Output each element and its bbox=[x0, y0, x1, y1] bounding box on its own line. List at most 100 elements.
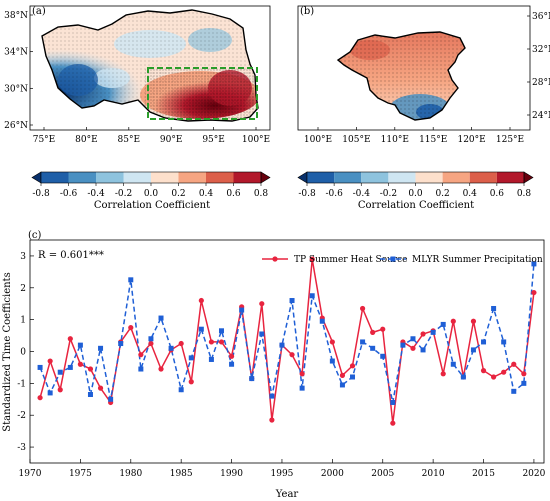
data-point bbox=[470, 347, 476, 353]
lat-tick-label: 30°N bbox=[4, 84, 28, 94]
data-point bbox=[481, 339, 487, 345]
lon-tick-label: 85°E bbox=[118, 135, 141, 145]
data-point bbox=[309, 293, 315, 299]
colorbar-extend-low bbox=[297, 171, 308, 184]
data-point bbox=[360, 339, 366, 345]
data-point bbox=[249, 376, 255, 382]
data-point bbox=[329, 358, 335, 364]
lat-tick-label: 24°N bbox=[532, 111, 550, 121]
data-point bbox=[188, 379, 194, 385]
data-point bbox=[420, 347, 426, 353]
x-tick-label: 2015 bbox=[472, 469, 495, 479]
x-tick-label: 2010 bbox=[422, 469, 445, 479]
x-tick-label: 2005 bbox=[371, 469, 394, 479]
colorbar-segment bbox=[151, 172, 179, 183]
x-tick-label: 2000 bbox=[321, 469, 344, 479]
panel-c-label: (c) bbox=[28, 230, 42, 241]
data-point bbox=[470, 318, 477, 324]
data-point bbox=[57, 387, 63, 393]
data-point bbox=[400, 342, 406, 348]
data-point bbox=[440, 321, 446, 327]
data-point bbox=[168, 345, 174, 351]
panel-b-label: (b) bbox=[300, 6, 314, 17]
data-point bbox=[350, 374, 356, 380]
colorbar-tick-label: 0.4 bbox=[199, 189, 214, 199]
colorbar-segment bbox=[41, 172, 69, 183]
data-point bbox=[299, 371, 305, 377]
colorbar-extend-high bbox=[523, 171, 534, 184]
data-point bbox=[501, 369, 507, 375]
data-point bbox=[289, 298, 295, 304]
colorbar-segment bbox=[233, 172, 261, 183]
data-point bbox=[67, 336, 73, 342]
colorbar-extend-high bbox=[260, 171, 271, 184]
data-point bbox=[450, 318, 456, 324]
x-tick-label: 1970 bbox=[19, 469, 42, 479]
y-tick-label: 1 bbox=[20, 316, 26, 326]
data-point bbox=[440, 371, 446, 377]
data-point bbox=[148, 340, 154, 347]
x-axis-label: Year bbox=[275, 489, 299, 500]
data-point bbox=[158, 315, 164, 321]
data-point bbox=[239, 307, 245, 313]
x-tick-label: 2020 bbox=[522, 469, 545, 479]
data-point bbox=[511, 388, 517, 394]
data-point bbox=[279, 342, 285, 348]
colorbar-segment bbox=[68, 172, 96, 183]
panel-c-chart: (c) 1970 1975 1980 1985 1990 1995 2000 2005 2010… bbox=[2, 230, 546, 500]
y-tick-label: 2 bbox=[20, 284, 26, 294]
data-point bbox=[77, 342, 83, 348]
lat-tick-label: 26°N bbox=[4, 121, 28, 131]
colorbar-segment bbox=[307, 172, 335, 183]
colorbar-tick-label: 0.2 bbox=[435, 189, 449, 199]
data-point bbox=[108, 396, 114, 402]
colorbar-tick-label: -0.8 bbox=[32, 189, 50, 199]
data-point bbox=[480, 368, 487, 374]
data-point bbox=[148, 336, 154, 342]
y-tick-label: -3 bbox=[17, 443, 26, 453]
colorbar-segment bbox=[442, 172, 470, 183]
data-point bbox=[339, 382, 345, 388]
data-point bbox=[37, 364, 43, 370]
data-point bbox=[380, 326, 386, 332]
series-line-mlyr-precipitation bbox=[39, 263, 535, 403]
x-tick-label: 1995 bbox=[271, 469, 294, 479]
lon-tick-label: 105°E bbox=[342, 135, 370, 145]
data-point bbox=[47, 390, 53, 396]
data-point bbox=[329, 339, 335, 345]
data-point bbox=[430, 329, 436, 335]
colorbar-segment bbox=[388, 172, 416, 183]
study-region-box bbox=[147, 67, 258, 120]
colorbar-tick-label: 0.4 bbox=[463, 189, 478, 199]
data-point bbox=[97, 385, 104, 391]
data-point bbox=[259, 301, 265, 307]
data-point bbox=[531, 261, 537, 267]
colorbar-segment bbox=[496, 172, 524, 183]
lat-tick-label: 34°N bbox=[4, 48, 28, 58]
colorbar-b: -0.8 -0.6 -0.4 -0.2 0.0 0.2 0.4 0.6 0.8 bbox=[297, 171, 534, 199]
colorbar-tick-label: -0.4 bbox=[353, 189, 371, 199]
lon-tick-label: 115°E bbox=[419, 135, 447, 145]
panel-a-map: (a) 38°N 34°N 30°N 26°N 75°E 80°E 85°E 90°E 95°… bbox=[4, 5, 271, 145]
colorbar-segment bbox=[96, 172, 124, 183]
axis-ticks: 1970 1975 1980 1985 1990 1995 2000 2005 2010 2015… bbox=[17, 252, 545, 479]
colorbar-segment bbox=[178, 172, 206, 183]
panel-a-field bbox=[42, 10, 258, 121]
data-point bbox=[138, 352, 144, 358]
data-point bbox=[77, 361, 83, 367]
data-point bbox=[128, 325, 134, 331]
lat-tick-label: 28°N bbox=[532, 78, 550, 88]
lat-tick-label: 32°N bbox=[532, 45, 550, 55]
y-axis-label: Standardized Time Coefficients bbox=[2, 272, 13, 431]
colorbar-segment bbox=[415, 172, 443, 183]
data-point bbox=[87, 392, 93, 398]
panel-b-lat-ticks: 36°N 32°N 28°N 24°N bbox=[527, 12, 550, 121]
data-point bbox=[98, 345, 104, 351]
data-point bbox=[57, 369, 63, 375]
colorbar-tick-label: 0.6 bbox=[226, 189, 241, 199]
data-point bbox=[178, 340, 184, 347]
data-point bbox=[339, 372, 346, 378]
y-tick-label: 0 bbox=[20, 348, 26, 358]
panel-a-lon-ticks: 75°E 80°E 85°E 90°E 95°E 100°E bbox=[33, 127, 270, 145]
